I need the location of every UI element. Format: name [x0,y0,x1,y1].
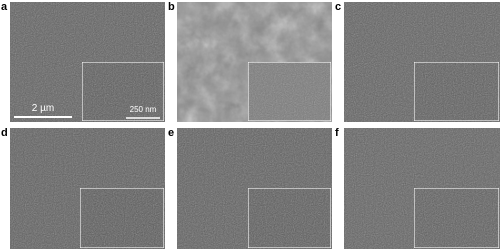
scale-bar-label: 2 µm [32,103,54,114]
inset [413,61,500,122]
panel: d [1,127,165,249]
inset-scale-bar-label: 250 nm [130,105,157,114]
inset [81,61,165,122]
panel-label: a [1,1,8,13]
panel: 2 µm 250 nm a [1,1,165,122]
panel: c [335,1,500,122]
inset [247,61,332,122]
inset [413,187,500,249]
panel: f [335,127,500,249]
panel-label: c [335,1,341,13]
panel-label: b [168,1,175,13]
panel: b [168,1,332,122]
panel: e [168,127,332,249]
panel-label: d [1,127,8,139]
inset [247,187,332,249]
panel-label: e [168,127,174,139]
inset [79,187,165,249]
panel-label: f [335,127,339,139]
